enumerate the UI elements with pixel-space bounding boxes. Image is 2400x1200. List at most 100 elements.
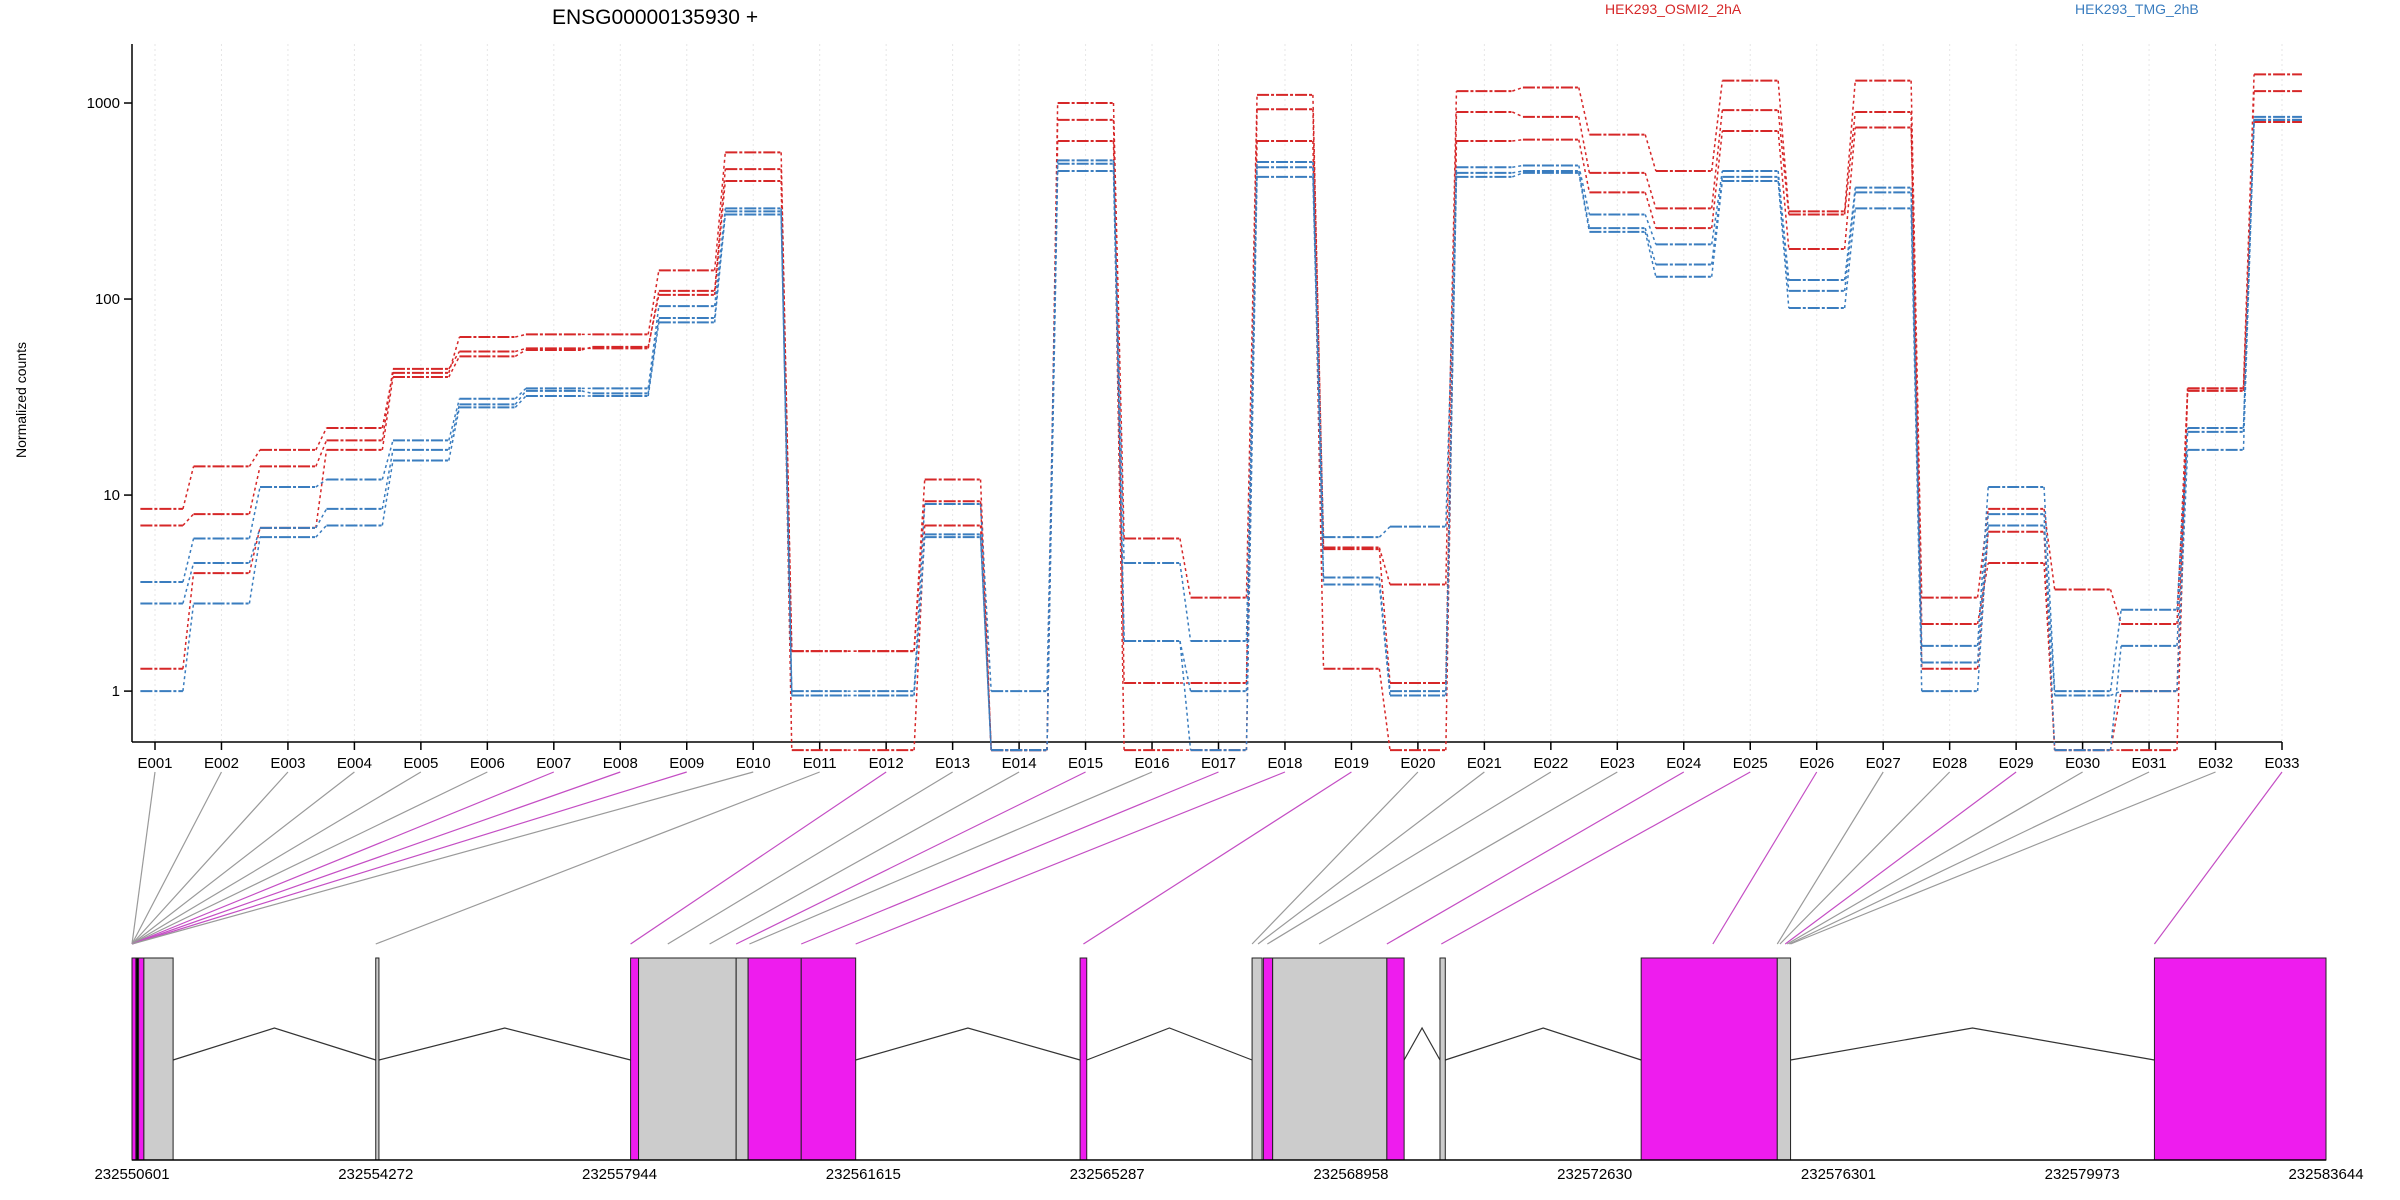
data-connector xyxy=(1644,192,1657,229)
x-tick-label-E012: E012 xyxy=(869,755,904,772)
data-connector xyxy=(780,211,793,696)
exon-link-E027 xyxy=(1776,771,1884,945)
data-connector xyxy=(315,524,328,538)
x-tick-label-E026: E026 xyxy=(1799,755,1834,772)
data-connector xyxy=(1312,167,1325,578)
data-connector xyxy=(713,180,727,295)
series-layer xyxy=(140,73,2302,752)
data-connector xyxy=(1976,486,1989,646)
data-connector xyxy=(381,449,394,510)
data-connector xyxy=(315,427,328,451)
intron xyxy=(1403,1026,1441,1061)
data-connector xyxy=(514,390,527,405)
data-connector xyxy=(1644,227,1657,265)
series-line xyxy=(140,90,2302,752)
data-connector xyxy=(2242,116,2255,428)
exon-link-E011 xyxy=(375,771,820,945)
exon-link-E025 xyxy=(1441,771,1751,945)
exon-box xyxy=(131,957,137,1161)
exon-link-E019 xyxy=(1083,771,1352,945)
y-axis-label: Normalized counts xyxy=(13,342,29,458)
data-connector xyxy=(248,486,261,539)
data-connector xyxy=(1910,208,1923,692)
data-connector xyxy=(315,440,328,467)
exon-box xyxy=(1079,957,1088,1161)
data-connector xyxy=(913,537,926,696)
legend-label-tmg: HEK293_TMG_2hB xyxy=(2075,1,2199,17)
data-connector xyxy=(1578,170,1591,229)
data-connector xyxy=(248,449,261,467)
exon-link-E015 xyxy=(735,771,1086,945)
exon-link-E008 xyxy=(131,771,621,945)
exon-link-E005 xyxy=(131,771,422,945)
data-connector xyxy=(1843,80,1857,212)
genome-tick-label: 232579973 xyxy=(2045,1166,2120,1183)
genome-tick-label: 232583644 xyxy=(2288,1166,2363,1183)
exon-link-E001 xyxy=(131,771,156,945)
exon-box xyxy=(1439,957,1446,1161)
data-connector xyxy=(1777,110,1790,215)
data-connector xyxy=(448,404,461,451)
y-tick-label: 1 xyxy=(112,683,120,700)
exon-box xyxy=(800,957,857,1161)
data-connector xyxy=(2043,486,2056,692)
exon-link-E022 xyxy=(1267,771,1552,945)
exon-link-E031 xyxy=(1788,771,2150,945)
data-connector xyxy=(1046,170,1059,751)
genome-tick-label: 232550601 xyxy=(94,1166,169,1183)
genome-tick-label: 232576301 xyxy=(1801,1166,1876,1183)
x-tick-label-E025: E025 xyxy=(1733,755,1768,772)
x-tick-label-E024: E024 xyxy=(1666,755,1701,772)
x-tick-label-E016: E016 xyxy=(1135,755,1170,772)
data-connector xyxy=(979,503,992,692)
legend-label-osmi2: HEK293_OSMI2_2hA xyxy=(1605,1,1742,17)
data-connector xyxy=(515,333,527,338)
data-connector xyxy=(1378,526,1391,538)
data-connector xyxy=(2242,119,2255,450)
data-connector xyxy=(1512,164,1524,169)
y-tick-label: 100 xyxy=(95,291,120,308)
data-connector xyxy=(1843,192,1857,292)
y-tick-label: 10 xyxy=(103,487,120,504)
y-tick-label: 1000 xyxy=(87,95,120,112)
data-connector xyxy=(1976,525,1989,692)
x-tick-label-E027: E027 xyxy=(1866,755,1901,772)
x-tick-label-E004: E004 xyxy=(337,755,372,772)
data-connector xyxy=(1179,562,1192,642)
genome-tick-label: 232565287 xyxy=(1070,1166,1145,1183)
data-connector xyxy=(1378,547,1391,585)
x-tick-label-E021: E021 xyxy=(1467,755,1502,772)
x-tick-label-E032: E032 xyxy=(2198,755,2233,772)
x-tick-label-E005: E005 xyxy=(403,755,438,772)
intron xyxy=(855,1027,1081,1061)
data-connector xyxy=(182,513,195,526)
data-connector xyxy=(2242,91,2255,389)
data-connector xyxy=(1710,110,1724,209)
data-connector xyxy=(1512,86,1524,92)
genome-tick-label: 232554272 xyxy=(338,1166,413,1183)
data-connector xyxy=(1843,208,1857,309)
exon-box xyxy=(1262,957,1274,1161)
x-tick-label-E009: E009 xyxy=(669,755,704,772)
data-connector xyxy=(1910,127,1923,624)
data-connector xyxy=(647,317,660,394)
data-connector xyxy=(647,322,660,397)
data-connector xyxy=(1777,80,1790,212)
data-connector xyxy=(381,368,394,441)
data-connector xyxy=(381,460,394,526)
x-tick-label-E011: E011 xyxy=(803,755,837,772)
exon-box xyxy=(638,957,737,1161)
data-connector xyxy=(913,501,926,652)
series-line xyxy=(140,118,2302,752)
data-connector xyxy=(182,466,195,510)
data-connector xyxy=(1378,584,1391,696)
exon-link-E016 xyxy=(749,771,1153,945)
data-connector xyxy=(913,479,926,652)
data-connector xyxy=(581,390,593,395)
exon-link-E004 xyxy=(131,771,355,945)
data-connector xyxy=(248,527,261,564)
exon-link-E021 xyxy=(1257,771,1485,945)
data-connector xyxy=(315,478,327,488)
data-connector xyxy=(647,306,660,389)
